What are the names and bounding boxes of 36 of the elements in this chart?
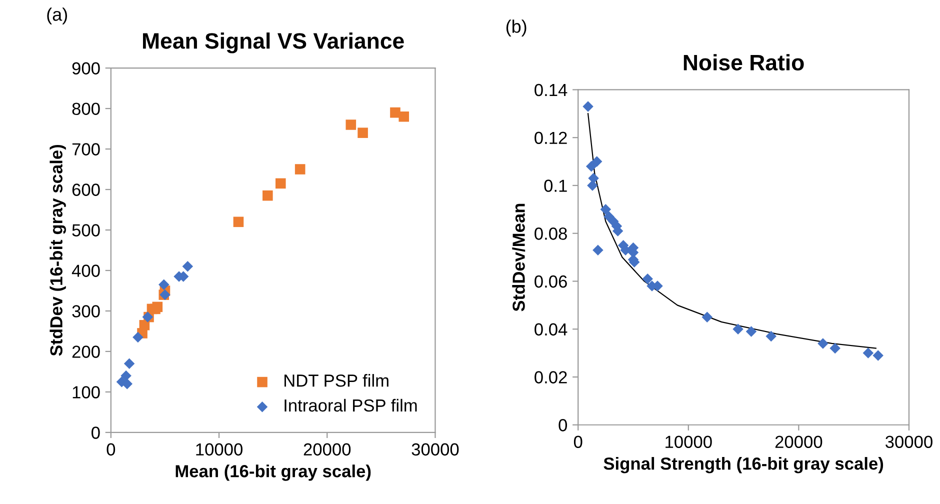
x-axis-title: Mean (16-bit gray scale)	[176, 464, 371, 481]
x-tick-label: 30000	[886, 436, 932, 448]
y-tick-label: 300	[72, 305, 100, 318]
x-tick-label: 20000	[775, 436, 822, 448]
chart-title: Noise Ratio	[684, 54, 804, 70]
x-tick-label: 10000	[666, 436, 712, 448]
y-tick-label: 500	[72, 224, 100, 236]
x-tick-label: 10000	[196, 443, 242, 456]
y-tick-label: 600	[72, 184, 100, 196]
y-tick-label: 0.1	[544, 180, 567, 192]
y-tick-label: 0.02	[534, 371, 567, 384]
y-axis-title: StdDev/Mean	[512, 204, 526, 312]
y-tick-label: 0.06	[534, 275, 567, 288]
y-axis-title: StdDev (16-bit gray scale)	[50, 144, 66, 356]
x-tick-label: 20000	[304, 443, 351, 456]
y-tick-label: 200	[72, 346, 100, 358]
legend-label: NDT PSP film	[284, 374, 388, 387]
y-tick-label: 0.14	[534, 84, 568, 96]
y-tick-label: 400	[72, 264, 100, 277]
x-tick-label: 0	[106, 443, 116, 456]
text: (b)	[506, 20, 526, 36]
y-tick-label: 800	[72, 102, 100, 115]
x-axis-title: Signal Strength (16-bit gray scale)	[604, 457, 884, 474]
chart-title: Mean Signal VS Variance	[143, 32, 404, 54]
y-tick-label: 700	[72, 143, 100, 156]
x-tick-label: 30000	[412, 443, 459, 456]
x-tick-label: 0	[574, 436, 582, 448]
y-tick-label: 0.04	[534, 323, 568, 336]
legend-label: Intraoral PSP film	[284, 398, 417, 412]
y-tick-label: 100	[72, 386, 100, 398]
y-tick-label: 0	[92, 426, 100, 439]
text: (a)	[47, 8, 68, 24]
y-tick-label: 0.12	[534, 132, 567, 144]
y-tick-label: 0.08	[534, 228, 567, 240]
y-tick-label: 900	[72, 62, 100, 74]
y-tick-label: 0	[558, 419, 568, 432]
